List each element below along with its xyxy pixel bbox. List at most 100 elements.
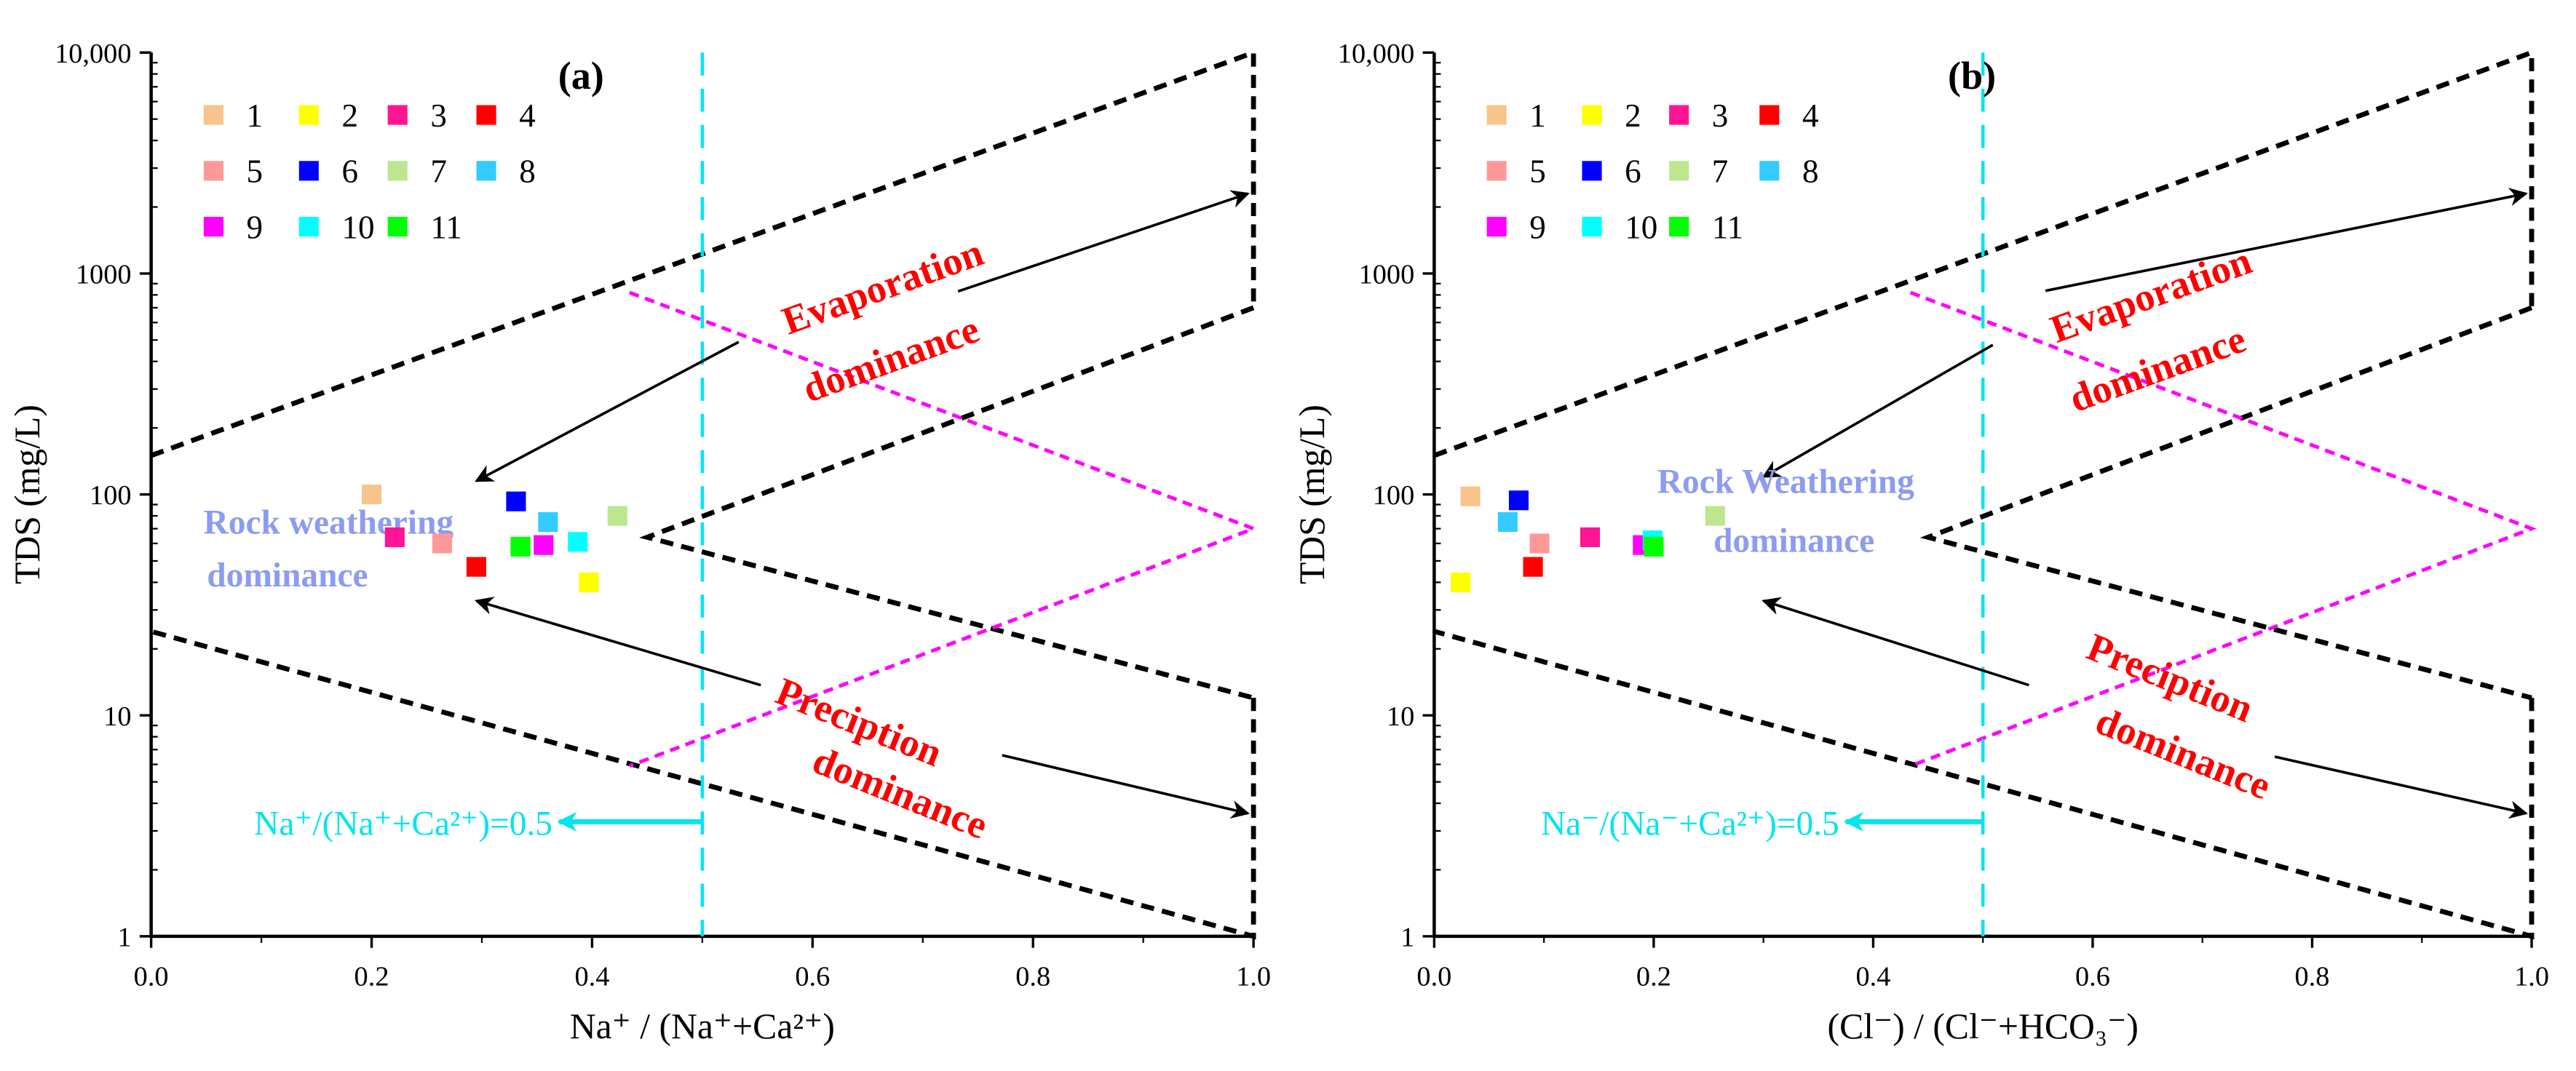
trend-arrow bbox=[2274, 755, 2528, 819]
legend-label: 3 bbox=[430, 97, 447, 134]
legend-label: 11 bbox=[430, 209, 461, 245]
data-point-10 bbox=[568, 532, 588, 552]
legend-swatch bbox=[1669, 217, 1689, 237]
legend-swatch bbox=[203, 105, 223, 125]
data-point-6 bbox=[506, 491, 526, 511]
legend-label: 10 bbox=[1625, 209, 1657, 245]
legend-swatch bbox=[1759, 161, 1780, 181]
x-tick-label: 0.2 bbox=[354, 962, 389, 992]
x-tick-label: 0.2 bbox=[1636, 962, 1671, 992]
y-tick-label: 1 bbox=[117, 922, 131, 952]
legend-swatch bbox=[1582, 161, 1602, 181]
y-tick-label: 1000 bbox=[76, 259, 132, 290]
x-tick-label: 0.0 bbox=[134, 962, 169, 992]
rock-dominance-label: dominance bbox=[1713, 522, 1874, 560]
trend-arrow bbox=[1002, 754, 1250, 819]
legend-swatch bbox=[298, 161, 319, 181]
x-axis-title: Na⁺ / (Na⁺+Ca²⁺) bbox=[570, 1006, 835, 1046]
data-point-5 bbox=[432, 533, 453, 554]
legend-swatch bbox=[203, 217, 223, 237]
trend-arrow bbox=[1761, 343, 1994, 479]
legend-label: 5 bbox=[1529, 154, 1546, 190]
trend-arrow bbox=[2045, 188, 2528, 292]
lower-boundary-line bbox=[1433, 629, 2535, 940]
threshold-label: Na⁻/(Na⁻+Ca²⁺)=0.5 bbox=[1541, 805, 1839, 843]
y-tick-label: 10,000 bbox=[55, 39, 131, 69]
legend-swatch bbox=[298, 217, 319, 237]
upper-boundary-line bbox=[150, 49, 1256, 458]
legend-swatch bbox=[1582, 105, 1602, 125]
data-point-8 bbox=[1497, 511, 1518, 533]
x-tick-label: 0.8 bbox=[2295, 962, 2330, 992]
x-tick-label: 0.4 bbox=[574, 962, 609, 992]
inner-boundary-line bbox=[639, 305, 1255, 701]
x-tick-label: 0.6 bbox=[2075, 962, 2110, 992]
x-tick-label: 1.0 bbox=[2514, 962, 2549, 992]
data-point-6 bbox=[1508, 490, 1529, 511]
data-point-1 bbox=[1460, 486, 1481, 506]
legend-swatch bbox=[387, 105, 408, 125]
y-tick-label: 10 bbox=[1387, 701, 1414, 732]
data-point-5 bbox=[1529, 533, 1550, 554]
y-tick-label: 10,000 bbox=[1338, 39, 1414, 69]
legend-label: 7 bbox=[430, 154, 447, 190]
legend-swatch bbox=[1486, 105, 1507, 125]
trend-arrow bbox=[1761, 597, 2030, 687]
rock-dominance-label: dominance bbox=[207, 557, 368, 594]
data-point-4 bbox=[466, 557, 486, 577]
legend-swatch bbox=[476, 161, 496, 181]
legend-swatch bbox=[1582, 217, 1602, 237]
trend-arrow bbox=[474, 597, 761, 687]
envelope-line bbox=[1909, 290, 2537, 768]
trend-arrow bbox=[475, 341, 740, 482]
legend-label: 6 bbox=[341, 154, 358, 190]
legend-label: 4 bbox=[1802, 97, 1819, 134]
data-point-11 bbox=[1644, 536, 1664, 557]
legend-label: 9 bbox=[1529, 209, 1546, 245]
x-tick-label: 0.4 bbox=[1855, 962, 1890, 992]
legend-label: 2 bbox=[1625, 97, 1641, 134]
legend-label: 3 bbox=[1712, 97, 1729, 134]
upper-boundary-line bbox=[1433, 49, 2535, 458]
y-tick-label: 10 bbox=[103, 701, 131, 732]
y-axis-title: TDS (mg/L) bbox=[7, 405, 47, 584]
legend-swatch bbox=[1669, 161, 1689, 181]
x-tick-label: 0.8 bbox=[1015, 962, 1050, 992]
legend-swatch bbox=[1669, 105, 1689, 125]
y-axis-title: TDS (mg/L) bbox=[1292, 405, 1332, 584]
y-tick-label: 1 bbox=[1400, 922, 1414, 952]
panel-label: (a) bbox=[558, 54, 604, 97]
data-point-4 bbox=[1523, 557, 1543, 577]
data-point-11 bbox=[510, 536, 531, 557]
data-point-2 bbox=[1451, 572, 1471, 592]
data-point-3 bbox=[384, 527, 405, 547]
legend-label: 4 bbox=[519, 97, 536, 134]
panel-b: 0.0 0.2 0.4 0.6 0.8 1.0 1 10 100 1000 10,000 (Cl⁻) … bbox=[1292, 39, 2549, 1046]
trend-arrow bbox=[957, 190, 1250, 293]
legend-label: 1 bbox=[247, 97, 263, 134]
rock-weathering-label: Rock Weathering bbox=[1657, 463, 1914, 501]
panel-label: (b) bbox=[1948, 54, 1996, 97]
legend-swatch bbox=[1759, 105, 1780, 125]
lower-boundary-line bbox=[150, 629, 1256, 940]
envelope-line bbox=[629, 290, 1259, 768]
legend-label: 2 bbox=[341, 97, 358, 134]
legend-label: 5 bbox=[247, 154, 263, 190]
legend-swatch bbox=[1486, 217, 1507, 237]
rock-weathering-label: Rock weathering bbox=[204, 504, 454, 542]
legend-swatch bbox=[298, 105, 319, 125]
legend-label: 6 bbox=[1625, 154, 1641, 190]
data-point-1 bbox=[361, 485, 382, 505]
x-tick-label: 0.0 bbox=[1416, 962, 1451, 992]
x-axis-title: (Cl⁻) / (Cl⁻+HCO₃⁻) bbox=[1828, 1006, 2139, 1046]
legend-swatch bbox=[1486, 161, 1507, 181]
legend-label: 1 bbox=[1529, 97, 1546, 134]
legend-label: 8 bbox=[519, 154, 536, 190]
legend-label: 7 bbox=[1712, 154, 1729, 190]
data-point-3 bbox=[1580, 527, 1601, 547]
x-tick-label: 0.6 bbox=[795, 962, 830, 992]
legend-label: 9 bbox=[247, 209, 263, 245]
data-point-7 bbox=[1705, 506, 1725, 526]
x-tick-label: 1.0 bbox=[1236, 962, 1271, 992]
legend-swatch bbox=[476, 105, 496, 125]
